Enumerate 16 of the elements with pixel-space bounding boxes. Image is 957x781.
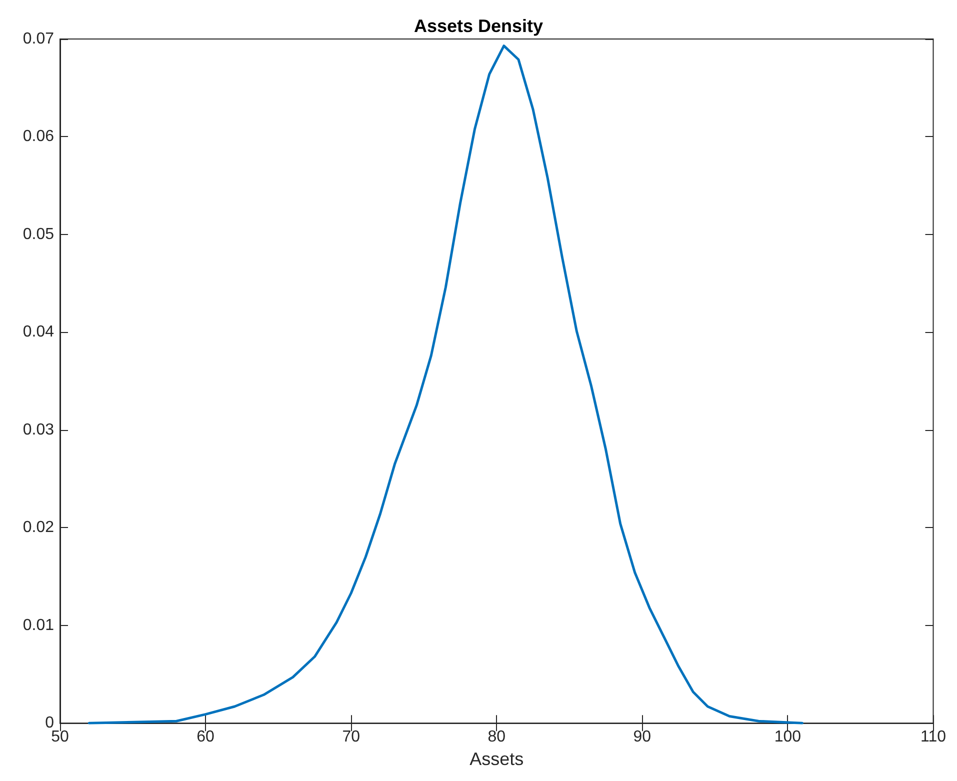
y-tick-label: 0.01 [22,616,54,634]
x-tick-label: 70 [342,728,360,746]
chart-title: Assets Density [414,16,544,36]
y-tick-label: 0.04 [22,324,54,341]
y-tick-label: 0.06 [22,128,54,146]
y-tick-label: 0.03 [22,421,54,438]
y-tick-label: 0.07 [22,30,54,48]
x-axis-title: Assets [470,749,524,769]
x-tick-label: 100 [774,728,802,746]
y-tick-label: 0.02 [22,519,54,536]
y-tick-label: 0.05 [22,226,54,243]
x-tick-label: 90 [633,728,652,746]
x-tick-label: 110 [920,728,946,746]
line-series [88,44,804,724]
x-tick-label: 80 [488,728,506,746]
x-tick-label: 60 [196,728,215,746]
